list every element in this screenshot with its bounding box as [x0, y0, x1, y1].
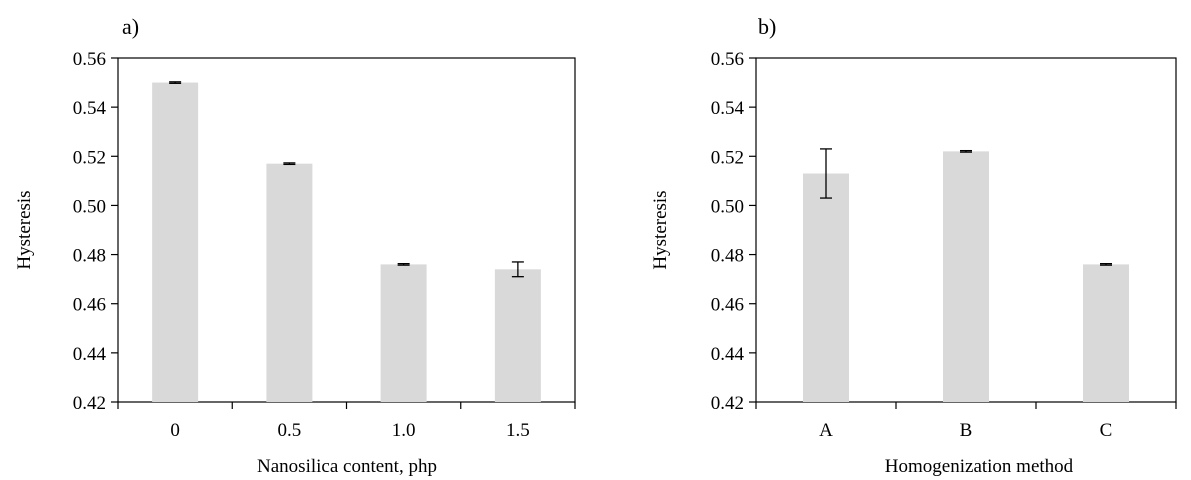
panel-a-error-bar [283, 162, 296, 166]
panel-a-error-bar [511, 261, 524, 278]
panel-a-y-tick-label: 0.56 [73, 49, 106, 70]
panel-a-y-tick-label: 0.44 [73, 344, 107, 365]
panel-b-y-tick-label: 0.42 [711, 393, 744, 414]
panel-a-y-tick-label: 0.52 [73, 147, 106, 168]
panel-a-x-axis-title: Nanosilica content, php [257, 456, 437, 477]
panel-b-bar [803, 173, 849, 402]
panel-a-bar [266, 163, 313, 402]
panel-b-y-tick-label: 0.56 [711, 49, 744, 70]
panel-b-error-bar [820, 148, 832, 199]
panel-b-label: b) [758, 14, 776, 39]
panel-a-x-tick-label: 0.5 [278, 420, 302, 441]
panel-a-y-axis-title: Hysteresis [14, 190, 35, 269]
panel-a-y-tick-label: 0.46 [73, 295, 106, 316]
panel-b-plot-area: 0.42 0.44 0.46 0.48 0.50 0.52 0.54 0.56 A B C [711, 49, 1177, 441]
panel-b-error-bar [960, 149, 972, 153]
panel-a-y-tick-label: 0.50 [73, 196, 106, 217]
panel-b-bar [1083, 264, 1129, 402]
panel-a-plot-area: 0.42 0.44 0.46 0.48 0.50 0.52 0.54 0.56 0 0.5 1.0 1… [73, 49, 576, 441]
panel-b-bar [943, 151, 989, 402]
panel-a-y-tick-label: 0.54 [73, 98, 107, 119]
panel-b-x-tick-label: A [819, 420, 833, 441]
panel-b-y-tick-label: 0.44 [711, 344, 745, 365]
panel-b-y-tick-label: 0.52 [711, 147, 744, 168]
panel-b: b) Hysteresis Homogenization method 0.42… [650, 14, 1177, 477]
panel-b-x-tick-label: C [1100, 420, 1113, 441]
panel-b-x-axis-title: Homogenization method [885, 456, 1074, 477]
panel-b-y-tick-label: 0.46 [711, 295, 744, 316]
panel-a-error-bar [169, 81, 182, 84]
panel-b-x-tick-label: B [960, 420, 973, 441]
panel-b-y-tick-label: 0.54 [711, 98, 745, 119]
panel-a-label: a) [122, 14, 139, 39]
panel-a-x-tick-label: 1.5 [506, 420, 530, 441]
panel-b-y-tick-label: 0.48 [711, 246, 744, 267]
panel-b-y-axis-title: Hysteresis [650, 190, 671, 269]
panel-a-x-tick-label: 1.0 [392, 420, 416, 441]
panel-a-bar [380, 264, 427, 402]
panel-a-bar [152, 82, 199, 403]
panel-a-error-bar [397, 263, 410, 266]
panel-b-y-tick-label: 0.50 [711, 196, 744, 217]
panel-b-error-bar [1100, 263, 1112, 266]
panel-a-y-tick-label: 0.48 [73, 246, 106, 267]
panel-a-bar [494, 269, 541, 402]
panel-a-y-tick-label: 0.42 [73, 393, 106, 414]
panel-a-x-tick-label: 0 [170, 420, 180, 441]
panel-a: a) Hysteresis Nanosilica content, php 0.… [14, 14, 576, 477]
